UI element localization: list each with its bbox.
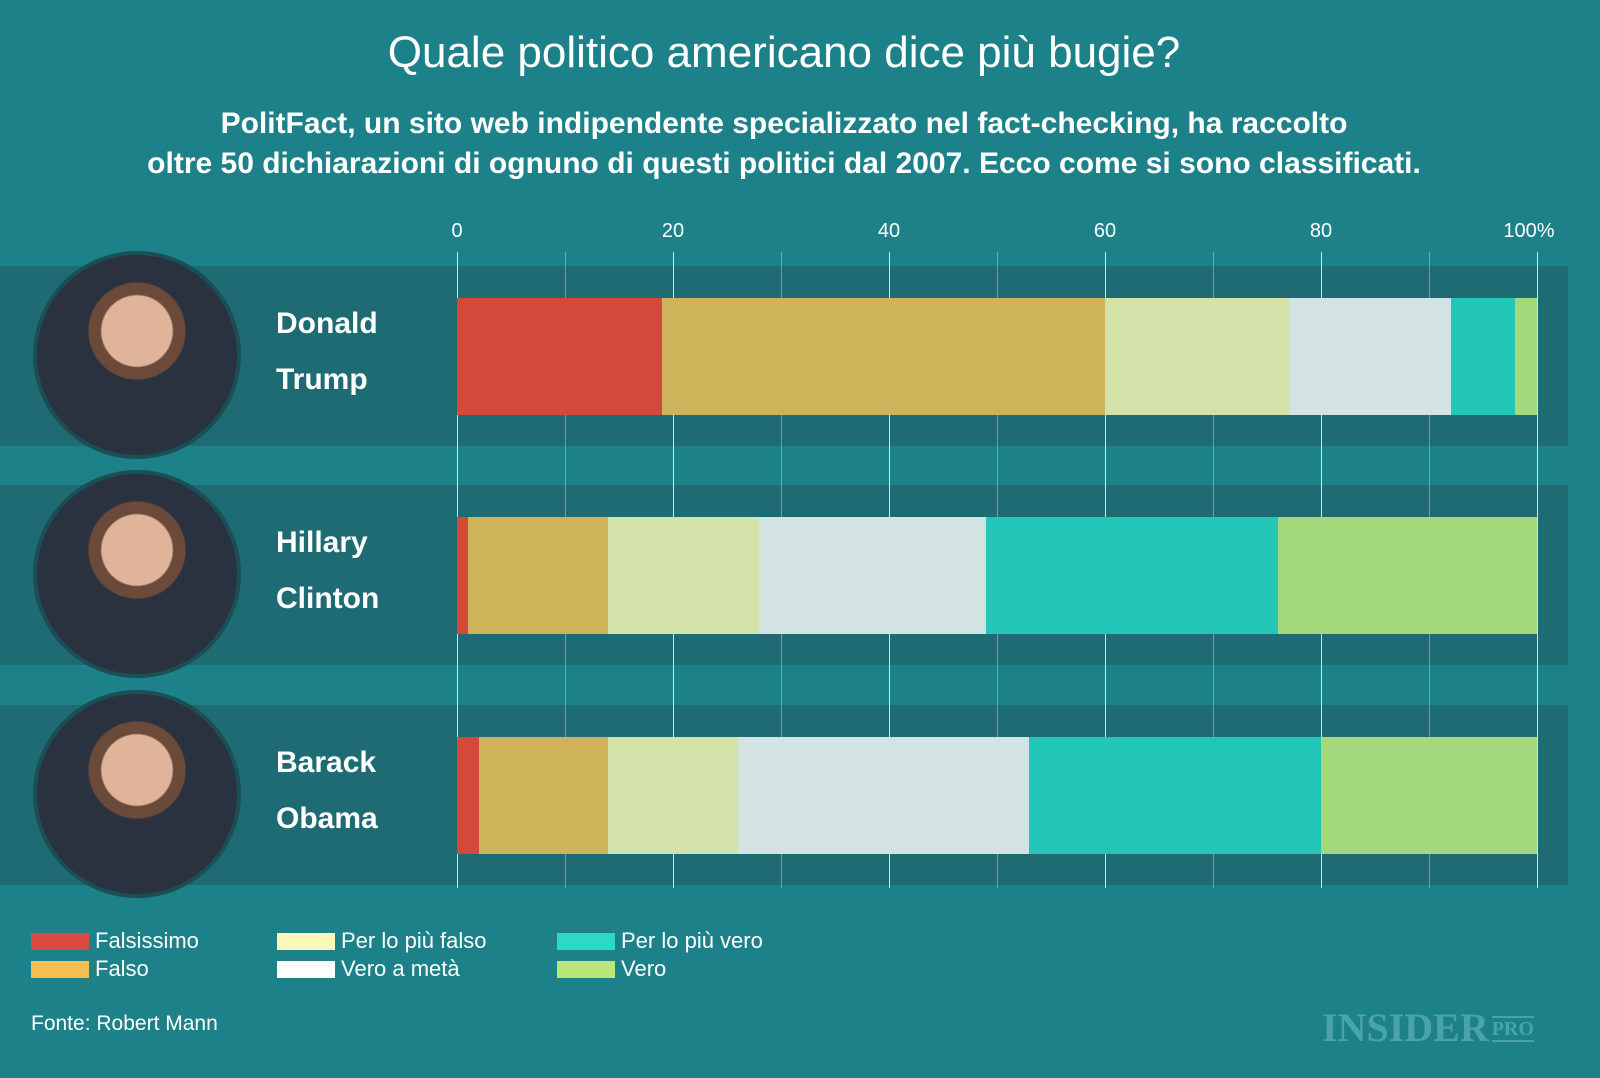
bar-segment-vero — [1321, 737, 1537, 854]
bar-segment-falso — [478, 737, 609, 854]
bar-segment-per-lo-pi-vero — [1450, 298, 1516, 415]
legend-label: Falso — [95, 956, 149, 981]
source-note: Fonte: Robert Mann — [31, 1012, 218, 1035]
politician-name: Obama — [276, 802, 378, 835]
bar-segment-per-lo-pi-falso — [1105, 298, 1289, 415]
bar-segment-vero — [1515, 298, 1537, 415]
politician-name: Hillary — [276, 526, 368, 559]
bar-segment-vero-a-met- — [1288, 298, 1451, 415]
bar-segment-per-lo-pi-falso — [608, 737, 738, 854]
x-tick-label: 0 — [451, 220, 463, 242]
bar-segment-per-lo-pi-falso — [608, 517, 760, 634]
legend-swatch — [31, 960, 89, 978]
legend-swatch — [557, 932, 615, 950]
bar-segment-vero-a-met- — [759, 517, 987, 634]
politician-photo — [33, 470, 241, 678]
bar-segment-per-lo-pi-vero — [986, 517, 1278, 634]
subtitle-line: oltre 50 dichiarazioni di ognuno di ques… — [147, 147, 1421, 180]
bar-segment-falsissimo — [457, 517, 468, 634]
legend-swatch — [557, 960, 615, 978]
x-tick-label: 100% — [1503, 220, 1555, 242]
subtitle-line: PolitFact, un sito web indipendente spec… — [220, 107, 1348, 140]
insider-pro-logo: INSIDER PRO — [1322, 1005, 1534, 1050]
legend-item: Falso — [31, 956, 149, 982]
legend-item: Falsissimo — [31, 928, 199, 954]
gridline — [1537, 252, 1538, 888]
legend-label: Per lo più falso — [341, 928, 487, 953]
x-tick-label: 60 — [1093, 220, 1117, 242]
legend-label: Per lo più vero — [621, 928, 763, 953]
bar-segment-falso — [662, 298, 1105, 415]
legend-item: Vero a metà — [277, 956, 460, 982]
legend-swatch — [31, 932, 89, 950]
politician-name: Donald — [276, 307, 378, 340]
x-tick-label: 40 — [877, 220, 901, 242]
x-tick-label: 80 — [1309, 220, 1333, 242]
x-tick-label: 20 — [661, 220, 685, 242]
legend-swatch — [277, 960, 335, 978]
bar-segment-vero — [1277, 517, 1537, 634]
legend-item: Per lo più falso — [277, 928, 487, 954]
bar-segment-per-lo-pi-vero — [1029, 737, 1321, 854]
politician-name: Clinton — [276, 582, 380, 615]
legend-item: Per lo più vero — [557, 928, 763, 954]
legend-label: Vero a metà — [341, 956, 460, 981]
chart-subtitle: PolitFact, un sito web indipendente spec… — [0, 104, 1568, 184]
bar-segment-falso — [467, 517, 609, 634]
legend-swatch — [277, 932, 335, 950]
bar-segment-falsissimo — [457, 737, 479, 854]
legend-label: Vero — [621, 956, 667, 981]
politician-name: Barack — [276, 746, 377, 779]
legend-label: Falsissimo — [95, 928, 199, 953]
bar-segment-falsissimo — [457, 298, 663, 415]
politician-name: Trump — [276, 363, 368, 396]
bar-segment-vero-a-met- — [737, 737, 1030, 854]
politician-photo — [33, 251, 241, 459]
politician-photo — [33, 690, 241, 898]
chart-title: Quale politico americano dice più bugie? — [387, 28, 1181, 77]
legend-item: Vero — [557, 956, 666, 982]
